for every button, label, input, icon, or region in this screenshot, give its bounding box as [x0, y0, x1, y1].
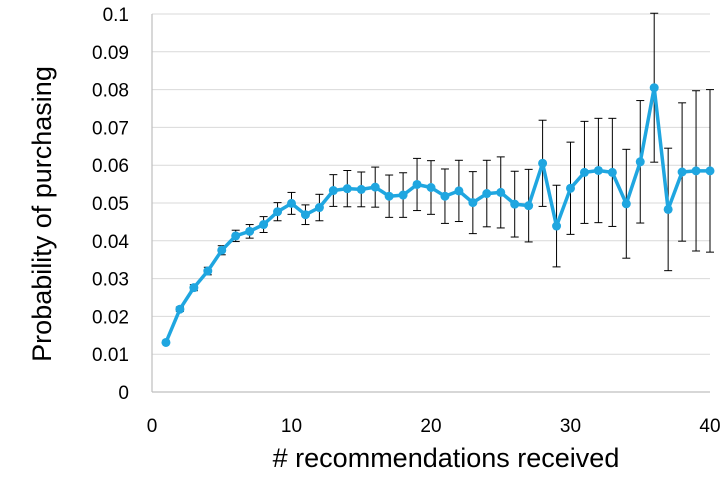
x-tick-label: 30: [560, 416, 581, 437]
data-point: [398, 190, 408, 200]
data-point: [161, 337, 171, 347]
data-point: [245, 226, 255, 236]
data-point: [342, 184, 352, 194]
data-point: [314, 203, 324, 213]
data-point: [691, 166, 701, 176]
error-bars: [175, 12, 714, 312]
data-point: [287, 198, 296, 208]
data-point: [300, 210, 310, 220]
y-axis-title: Probability of purchasing: [27, 66, 57, 362]
y-tick-label: 0.01: [92, 345, 129, 366]
data-point: [231, 231, 241, 241]
data-point: [566, 183, 575, 193]
data-point: [440, 191, 450, 201]
data-point: [273, 207, 283, 217]
data-point: [259, 220, 269, 230]
data-point: [189, 283, 199, 293]
x-axis-title: # recommendations received: [273, 443, 620, 473]
data-point: [552, 221, 562, 231]
data-point: [203, 266, 213, 276]
data-point: [677, 167, 687, 177]
y-tick-label: 0.09: [92, 43, 129, 64]
data-point: [579, 167, 589, 177]
data-point: [635, 157, 645, 167]
y-tick-label: 0: [118, 383, 129, 404]
data-point: [649, 83, 659, 93]
data-point: [454, 186, 464, 196]
data-point: [328, 186, 338, 196]
x-tick-label: 40: [699, 416, 720, 437]
y-tick-label: 0.07: [92, 118, 129, 139]
y-tick-label: 0.06: [92, 156, 129, 177]
data-point: [356, 184, 366, 194]
data-point: [384, 191, 394, 201]
data-point: [217, 245, 227, 255]
series-group: [161, 83, 715, 347]
data-point: [482, 189, 492, 199]
data-point: [496, 187, 506, 197]
data-point: [607, 167, 617, 177]
data-point: [593, 165, 603, 175]
data-point: [175, 304, 185, 314]
y-tick-label: 0.04: [92, 232, 129, 253]
x-tick-label: 0: [147, 416, 158, 437]
y-tick-label: 0.05: [92, 194, 129, 215]
y-tick-label: 0.1: [103, 5, 129, 26]
data-point: [370, 182, 380, 192]
data-point: [426, 183, 436, 193]
data-point: [468, 198, 478, 208]
data-point: [510, 199, 520, 209]
x-tick-label: 20: [420, 416, 441, 437]
x-tick-label: 10: [281, 416, 302, 437]
y-tick-label: 0.02: [92, 307, 129, 328]
data-point: [621, 199, 631, 209]
data-point: [538, 158, 548, 168]
data-point: [524, 201, 534, 211]
series-line: [164, 85, 710, 344]
data-point: [412, 179, 422, 189]
data-point: [705, 166, 715, 176]
y-tick-label: 0.03: [92, 270, 129, 291]
tick-labels: 0 0.01 0.02 0.03 0.04 0.05 0.06 0.07 0.08 0.09 0.1…: [92, 5, 721, 437]
y-tick-label: 0.08: [92, 81, 129, 102]
axes: [151, 14, 710, 393]
data-point: [663, 204, 673, 214]
